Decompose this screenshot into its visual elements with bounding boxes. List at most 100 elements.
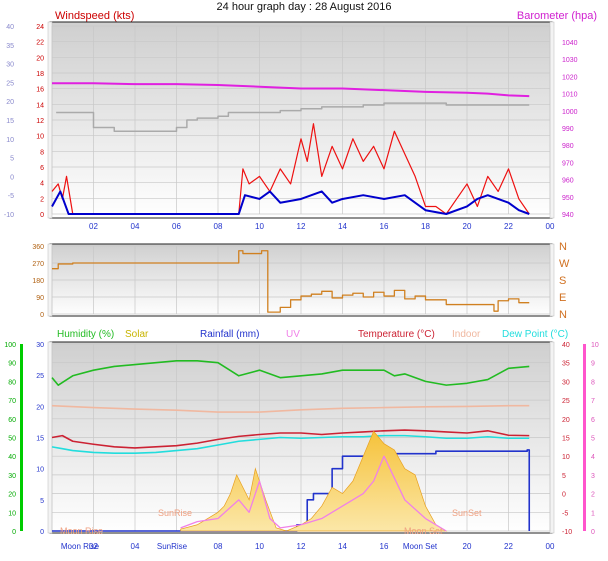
uv-tick-label: 0 <box>591 529 595 536</box>
direction-degrees-axis: 360 270 180 90 0 <box>32 244 44 319</box>
barometer-label: Barometer (hpa) <box>517 10 597 22</box>
humidity-tick-label: 100 <box>4 342 16 349</box>
legend-entry: Humidity (%) <box>57 329 114 340</box>
barometer-tick-label: 940 <box>562 212 574 219</box>
outer-left-tick-label: 40 <box>6 24 14 31</box>
weather-panel-border-left <box>47 341 53 534</box>
windspeed-tick-label: 0 <box>40 212 44 219</box>
temperature-tick-label: 0 <box>562 492 566 499</box>
wind-outer-left-axis: 40 35 30 25 20 15 10 5 0 -5 -10 <box>4 24 14 219</box>
time-tick-label: 02 <box>89 222 98 231</box>
temperature-tick-label: 30 <box>562 379 570 386</box>
wind-time-axis: 02 04 06 08 10 12 14 16 18 20 22 00 <box>89 222 555 231</box>
degree-tick-label: 270 <box>32 261 44 268</box>
barometer-tick-label: 990 <box>562 126 574 133</box>
uv-line <box>180 455 447 532</box>
outer-left-tick-label: 30 <box>6 62 14 69</box>
time-tick-label: 10 <box>255 222 264 231</box>
windspeed-tick-label: 8 <box>40 149 44 156</box>
time-tick-label: 08 <box>214 542 223 551</box>
time-tick-label: 22 <box>504 222 513 231</box>
weather-panel-grid <box>51 343 551 532</box>
time-tick-label: 00 <box>546 222 555 231</box>
temperature-tick-label: 25 <box>562 398 570 405</box>
windspeed-tick-label: 10 <box>36 134 44 141</box>
barometer-tick-label: 1010 <box>562 92 578 99</box>
barometer-tick-label: 950 <box>562 195 574 202</box>
degree-tick-label: 360 <box>32 244 44 251</box>
astro-markers: Moon Rise SunRise SunSet Moon Set <box>60 508 482 536</box>
rainfall-tick-label: 30 <box>36 342 44 349</box>
humidity-tick-label: 60 <box>8 417 16 424</box>
windspeed-tick-label: 16 <box>36 87 44 94</box>
uv-tick-label: 3 <box>591 473 595 480</box>
time-tick-label: 04 <box>131 542 140 551</box>
barometer-tick-label: 1030 <box>562 57 578 64</box>
temperature-tick-label: 35 <box>562 361 570 368</box>
degree-tick-label: 90 <box>36 295 44 302</box>
barometer-tick-label: 960 <box>562 178 574 185</box>
rainfall-tick-label: 15 <box>36 436 44 443</box>
uv-tick-label: 8 <box>591 379 595 386</box>
time-tick-label: 06 <box>172 222 181 231</box>
outer-left-tick-label: 25 <box>6 80 14 87</box>
humidity-tick-label: 30 <box>8 473 16 480</box>
outer-left-tick-label: -5 <box>8 193 14 200</box>
humidity-tick-label: 40 <box>8 454 16 461</box>
uv-tick-label: 1 <box>591 510 595 517</box>
compass-tick-label: W <box>559 258 570 270</box>
temperature-tick-label: -5 <box>562 510 568 517</box>
compass-tick-label: N <box>559 309 567 321</box>
uv-tick-label: 7 <box>591 398 595 405</box>
outer-left-tick-label: 10 <box>6 137 14 144</box>
legend-entry: UV <box>286 329 300 340</box>
weather-legend: Humidity (%) Solar Rainfall (mm) UV Temperat… <box>57 329 568 340</box>
rainfall-tick-label: 25 <box>36 373 44 380</box>
compass-tick-label: E <box>559 292 566 304</box>
time-tick-label: 16 <box>380 542 389 551</box>
dewpoint-line <box>51 434 530 455</box>
windspeed-tick-label: 20 <box>36 55 44 62</box>
humidity-tick-label: 20 <box>8 492 16 499</box>
time-tick-label: Moon Set <box>403 542 438 551</box>
direction-panel-border-right <box>549 243 555 317</box>
temperature-tick-label: 15 <box>562 436 570 443</box>
humidity-tick-label: 70 <box>8 398 16 405</box>
moon-rise-marker: Moon Rise <box>60 526 103 536</box>
temperature-tick-label: 5 <box>562 473 566 480</box>
legend-entry: Temperature (°C) <box>358 329 435 340</box>
humidity-tick-label: 80 <box>8 379 16 386</box>
indoor-temperature-line <box>51 404 530 413</box>
chart-title: 24 hour graph day : 28 August 2016 <box>217 1 392 13</box>
barometer-tick-label: 1040 <box>562 40 578 47</box>
weather-panel-border-right <box>549 341 555 534</box>
temperature-tick-label: 20 <box>562 417 570 424</box>
sunrise-marker: SunRise <box>158 508 192 518</box>
barometer-tick-label: 1000 <box>562 109 578 116</box>
wind-panel-border-right <box>549 21 555 219</box>
rainfall-axis: 30 25 20 15 10 5 0 <box>36 342 44 536</box>
time-tick-label: 20 <box>463 542 472 551</box>
humidity-axis-bar <box>20 344 23 531</box>
time-tick-label: 12 <box>297 542 306 551</box>
legend-entry: Solar <box>125 329 149 340</box>
temperature-axis: 40 35 30 25 20 15 10 5 0 -5 -10 <box>562 342 572 536</box>
barometer-tick-label: 1020 <box>562 74 578 81</box>
legend-entry: Dew Point (°C) <box>502 329 568 340</box>
time-tick-label: 10 <box>255 542 264 551</box>
humidity-tick-label: 50 <box>8 436 16 443</box>
right-line <box>52 82 530 98</box>
time-tick-label: 14 <box>338 542 347 551</box>
outer-left-tick-label: 15 <box>6 118 14 125</box>
uv-tick-label: 9 <box>591 361 595 368</box>
windspeed-tick-label: 12 <box>36 118 44 125</box>
uv-tick-label: 2 <box>591 492 595 499</box>
wind-panel-border-left <box>47 21 53 219</box>
legend-entry: Rainfall (mm) <box>200 329 259 340</box>
degree-tick-label: 0 <box>40 312 44 319</box>
time-tick-label: 00 <box>546 542 555 551</box>
windspeed-tick-label: 2 <box>40 196 44 203</box>
uv-tick-label: 4 <box>591 454 595 461</box>
sunset-marker: SunSet <box>452 508 482 518</box>
